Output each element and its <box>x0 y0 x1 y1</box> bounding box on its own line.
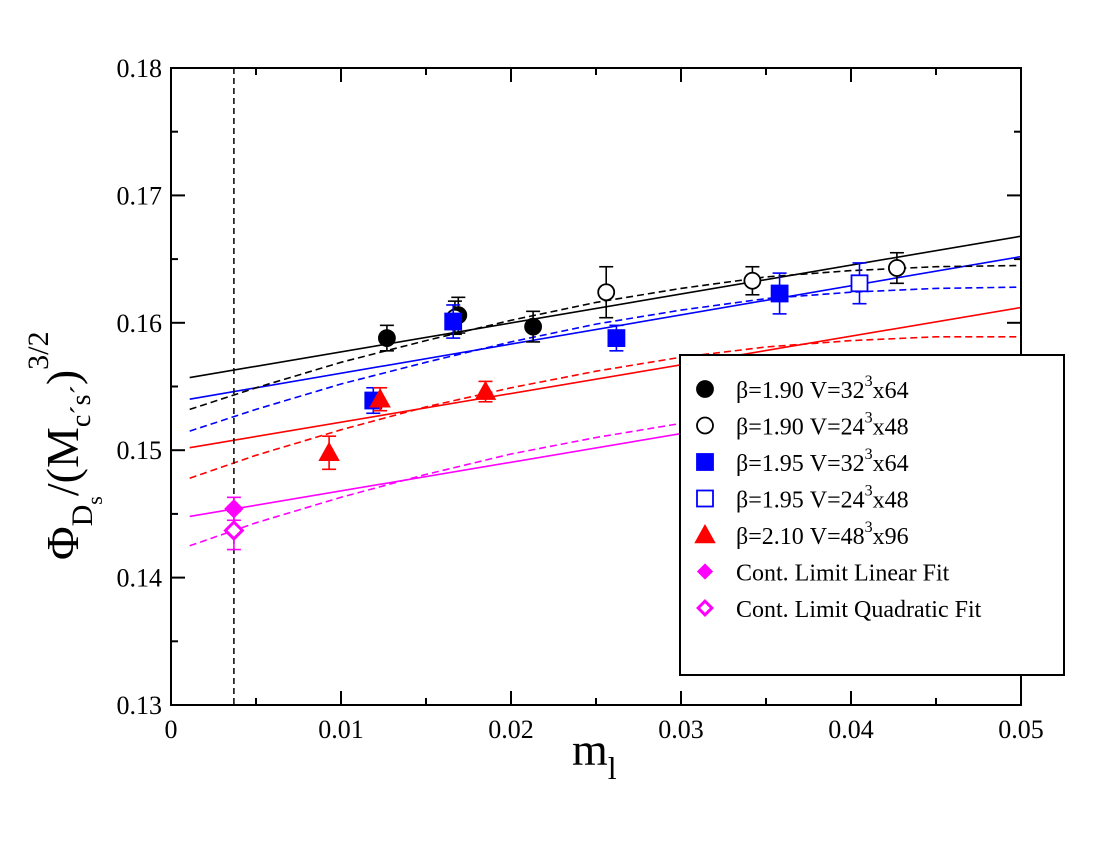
quadratic-fit-curve <box>189 286 1021 432</box>
linear-fit-line <box>189 235 1021 379</box>
legend-label: β=1.90 V=243x48 <box>736 410 909 441</box>
legend-label-main: β=1.90 V=24 <box>736 415 865 441</box>
y-axis-title-mid: /(M <box>37 427 88 496</box>
legend-label-main: β=2.10 V=48 <box>736 524 865 550</box>
legend-marker <box>696 453 714 471</box>
y-axis-title-sub3: c´s´ <box>66 385 97 427</box>
legend-label-tail: x48 <box>873 488 909 514</box>
y-axis-title-close: ) <box>37 370 88 385</box>
data-point <box>223 519 245 541</box>
quadratic-fit-curve <box>189 336 1021 479</box>
legend-marker <box>694 523 716 544</box>
legend-marker <box>696 599 714 617</box>
legend-label-tail: x64 <box>873 378 909 404</box>
legend-label: β=1.95 V=323x64 <box>736 446 909 477</box>
quadratic-fit-curve <box>189 264 1021 411</box>
x-tick-label: 0.01 <box>318 715 364 744</box>
linear-fit-line <box>189 306 1021 449</box>
legend-label-tail: x64 <box>873 451 909 477</box>
legend-label-main: β=1.95 V=32 <box>736 451 865 477</box>
y-axis-title: ΦDs/(Mc´s´)3/2 <box>22 331 107 560</box>
data-point <box>743 271 762 290</box>
x-tick-label: 0 <box>165 715 178 744</box>
linear-fit-line <box>189 255 1021 400</box>
legend-label-main: β=1.90 V=32 <box>736 378 865 404</box>
data-point <box>850 274 869 293</box>
legend-marker <box>696 416 714 435</box>
y-tick-label: 0.15 <box>117 436 163 465</box>
legend-label: Cont. Limit Linear Fit <box>736 561 950 587</box>
legend-marker <box>696 380 714 398</box>
data-point <box>444 312 463 331</box>
data-point <box>597 283 616 302</box>
x-axis-title-main: m <box>572 724 608 775</box>
x-axis-title: ml <box>572 724 617 786</box>
y-tick-label: 0.18 <box>117 54 163 83</box>
legend-label-main: Cont. Limit Linear Fit <box>736 561 950 587</box>
y-axis-title-sub1: D <box>66 505 99 527</box>
y-tick-label: 0.14 <box>117 564 163 593</box>
data-point <box>318 441 340 462</box>
data-point <box>474 380 497 400</box>
legend-label-tail: x96 <box>873 524 909 550</box>
legend-label-sup: 3 <box>865 410 873 427</box>
legend-label-tail: x48 <box>873 415 909 441</box>
x-tick-label: 0.04 <box>828 715 874 744</box>
legend-label-sup: 3 <box>865 446 873 463</box>
y-axis-title-sub2: s <box>82 496 107 505</box>
legend-label: β=1.95 V=243x48 <box>736 483 909 514</box>
x-tick-label: 0.02 <box>488 715 534 744</box>
legend-label-sup: 3 <box>865 483 873 500</box>
y-axis-title-phi: Φ <box>37 526 88 560</box>
legend-label: Cont. Limit Quadratic Fit <box>736 597 982 623</box>
data-point <box>888 259 906 277</box>
legend-marker <box>696 563 714 580</box>
legend-box <box>679 354 1065 676</box>
tick-labels: 0 0.01 0.02 0.03 0.04 0.05 0.13 0.14 0.15 0.16 0.1… <box>117 54 1044 744</box>
data-point <box>770 284 789 303</box>
y-tick-label: 0.16 <box>117 309 163 338</box>
legend-label-main: Cont. Limit Quadratic Fit <box>736 597 982 623</box>
data-points <box>223 251 906 551</box>
x-axis-title-sub: l <box>608 750 617 786</box>
data-point <box>524 317 542 336</box>
data-point <box>607 329 626 347</box>
x-tick-label: 0.05 <box>998 715 1044 744</box>
y-axis-title-sup: 3/2 <box>22 331 55 369</box>
legend-label: β=1.90 V=323x64 <box>736 373 909 404</box>
data-point <box>377 329 396 347</box>
legend-label-sup: 3 <box>865 373 873 390</box>
legend-label-sup: 3 <box>865 519 873 536</box>
data-point <box>369 388 391 408</box>
y-tick-label: 0.13 <box>117 691 163 720</box>
legend-label: β=2.10 V=483x96 <box>736 519 909 550</box>
y-tick-label: 0.17 <box>117 181 163 210</box>
legend-marker <box>696 489 714 508</box>
legend-label-main: β=1.95 V=24 <box>736 488 865 514</box>
x-tick-label: 0.03 <box>658 715 704 744</box>
